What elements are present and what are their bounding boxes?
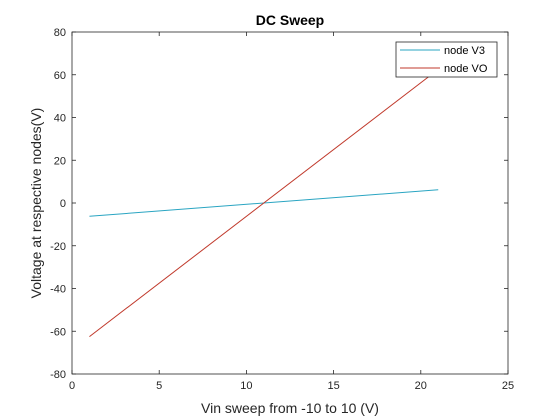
plot-area — [72, 32, 508, 374]
y-axis-label: Voltage at respective nodes(V) — [28, 108, 44, 299]
legend-box — [395, 41, 498, 78]
series-line-node-vo — [89, 69, 439, 337]
y-tick-label: 80 — [54, 27, 66, 39]
x-tick-label: 5 — [156, 380, 162, 392]
y-tick-label: 60 — [54, 70, 66, 82]
legend-label-node-vo: node VO — [444, 63, 488, 75]
plot-frame — [71, 31, 509, 375]
y-tick-label: -80 — [50, 369, 66, 381]
chart-title: DC Sweep — [256, 12, 324, 28]
x-tick-label: 0 — [69, 380, 75, 392]
x-axis-label: Vin sweep from -10 to 10 (V) — [201, 400, 379, 416]
series-layer — [89, 69, 439, 337]
x-tick-label: 20 — [415, 380, 427, 392]
y-tick-label: 0 — [60, 198, 66, 210]
y-axis: -80 -60 -40 -20 0 20 40 60 80 — [50, 27, 508, 381]
y-tick-label: 20 — [54, 155, 66, 167]
legend-label-node-v3: node V3 — [444, 45, 485, 57]
y-tick-label: -60 — [50, 326, 66, 338]
x-tick-label: 15 — [327, 380, 339, 392]
x-axis: 0 5 10 15 20 25 — [69, 32, 514, 392]
x-tick-label: 10 — [240, 380, 252, 392]
y-tick-label: -20 — [50, 241, 66, 253]
legend: node V3 node VO — [395, 41, 498, 78]
y-tick-label: -40 — [50, 284, 66, 296]
x-tick-label: 25 — [502, 380, 514, 392]
y-tick-label: 40 — [54, 113, 66, 125]
